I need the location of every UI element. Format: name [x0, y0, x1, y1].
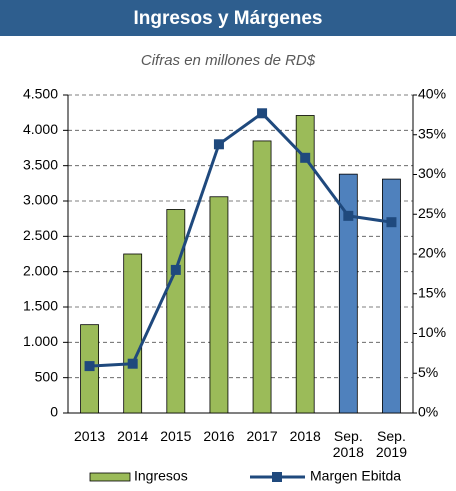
y2-tick-label: 35%: [418, 125, 446, 141]
x-tick-label: 2016: [203, 428, 235, 444]
legend-marker: [272, 472, 282, 482]
y2-tick-label: 30%: [418, 165, 446, 181]
y-tick-label: 2.500: [23, 227, 58, 243]
chart-title: Ingresos y Márgenes: [133, 8, 322, 29]
legend-swatch: [89, 472, 131, 482]
y2-tick-label: 25%: [418, 205, 446, 221]
y-tick-label: 500: [35, 368, 59, 384]
y2-tick-label: 40%: [418, 86, 446, 102]
y-tick-label: 2.000: [23, 262, 58, 278]
legend-label: Ingresos: [134, 468, 188, 484]
line-marker: [213, 139, 224, 150]
line-marker: [343, 210, 354, 221]
bar: [295, 115, 315, 414]
legend-label: Margen Ebitda: [310, 468, 401, 484]
bar: [252, 140, 272, 414]
y2-tick-label: 5%: [418, 364, 438, 380]
bar: [209, 196, 229, 414]
y-tick-label: 1.000: [23, 333, 58, 349]
y2-tick-label: 15%: [418, 284, 446, 300]
y-tick-label: 4.000: [23, 121, 58, 137]
bar: [123, 253, 143, 414]
y-tick-label: 4.500: [23, 86, 58, 102]
y2-tick-label: 0%: [418, 404, 438, 420]
line-marker: [386, 217, 397, 228]
line-marker: [257, 108, 268, 119]
x-tick-label: 2014: [117, 428, 149, 444]
bar: [382, 178, 401, 414]
x-tick-label: 2013: [73, 428, 106, 444]
y-tick-label: 3.000: [23, 192, 58, 208]
x-tick-label: Sep. 2018: [332, 428, 364, 460]
y-tick-label: 3.500: [23, 156, 58, 172]
line-marker: [127, 358, 138, 369]
y-tick-label: 0: [50, 404, 58, 420]
chart-subtitle: Cifras en millones de RD$: [141, 52, 316, 69]
y-tick-label: 1.500: [23, 298, 58, 314]
line: [89, 111, 392, 368]
bar: [338, 173, 358, 414]
x-tick-label: 2017: [246, 428, 278, 444]
x-tick-label: 2018: [289, 428, 321, 444]
line-marker: [170, 264, 181, 275]
line-marker: [300, 152, 311, 163]
x-tick-label: Sep. 2019: [375, 428, 408, 460]
y2-tick-label: 10%: [418, 324, 446, 340]
bar: [166, 209, 186, 414]
y2-tick-label: 20%: [418, 245, 446, 261]
x-tick-label: 2015: [160, 428, 192, 444]
title-banner: [0, 0, 456, 36]
line-marker: [84, 361, 95, 372]
